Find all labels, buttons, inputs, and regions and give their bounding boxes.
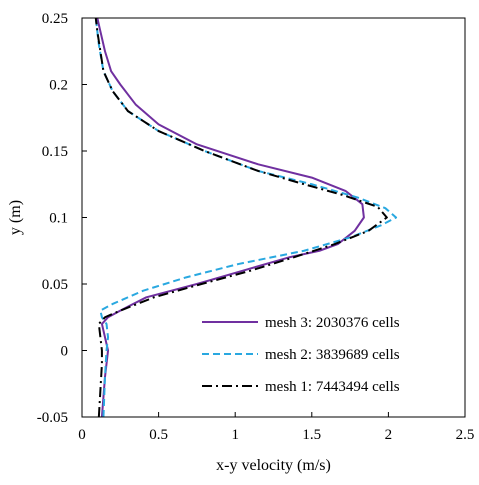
x-axis-ticks: 0 0.5 1 1.5 2 2.5 [78,412,474,443]
x-tick-label: 1 [231,427,239,443]
x-tick-label: 2.5 [456,427,475,443]
x-tick-label: 0.5 [149,427,168,443]
x-tick-label: 2 [385,427,393,443]
series-line-mesh-2 [94,17,398,418]
y-tick-label: 0.1 [49,211,68,227]
legend: mesh 3: 2030376 cells mesh 2: 3839689 cel… [202,315,400,395]
x-tick-label: 1.5 [302,427,321,443]
y-tick-label: -0.05 [37,410,68,426]
series-layer [94,17,398,418]
y-tick-label: 0 [61,344,69,360]
legend-label: mesh 1: 7443494 cells [265,379,400,395]
x-tick-label: 0 [78,427,86,443]
y-axis-title: y (m) [7,200,24,235]
y-tick-label: 0.25 [42,11,68,27]
y-tick-label: 0.2 [49,78,68,94]
y-axis-ticks: -0.05 0 0.05 0.1 0.15 0.2 0.25 [37,11,87,426]
series-line-mesh-1 [94,17,388,418]
y-tick-label: 0.05 [42,277,68,293]
legend-label: mesh 3: 2030376 cells [265,315,400,331]
legend-label: mesh 2: 3839689 cells [265,347,400,363]
y-tick-label: 0.15 [42,144,68,160]
x-axis-title: x-y velocity (m/s) [216,457,331,474]
series-line-mesh-3 [96,17,365,418]
